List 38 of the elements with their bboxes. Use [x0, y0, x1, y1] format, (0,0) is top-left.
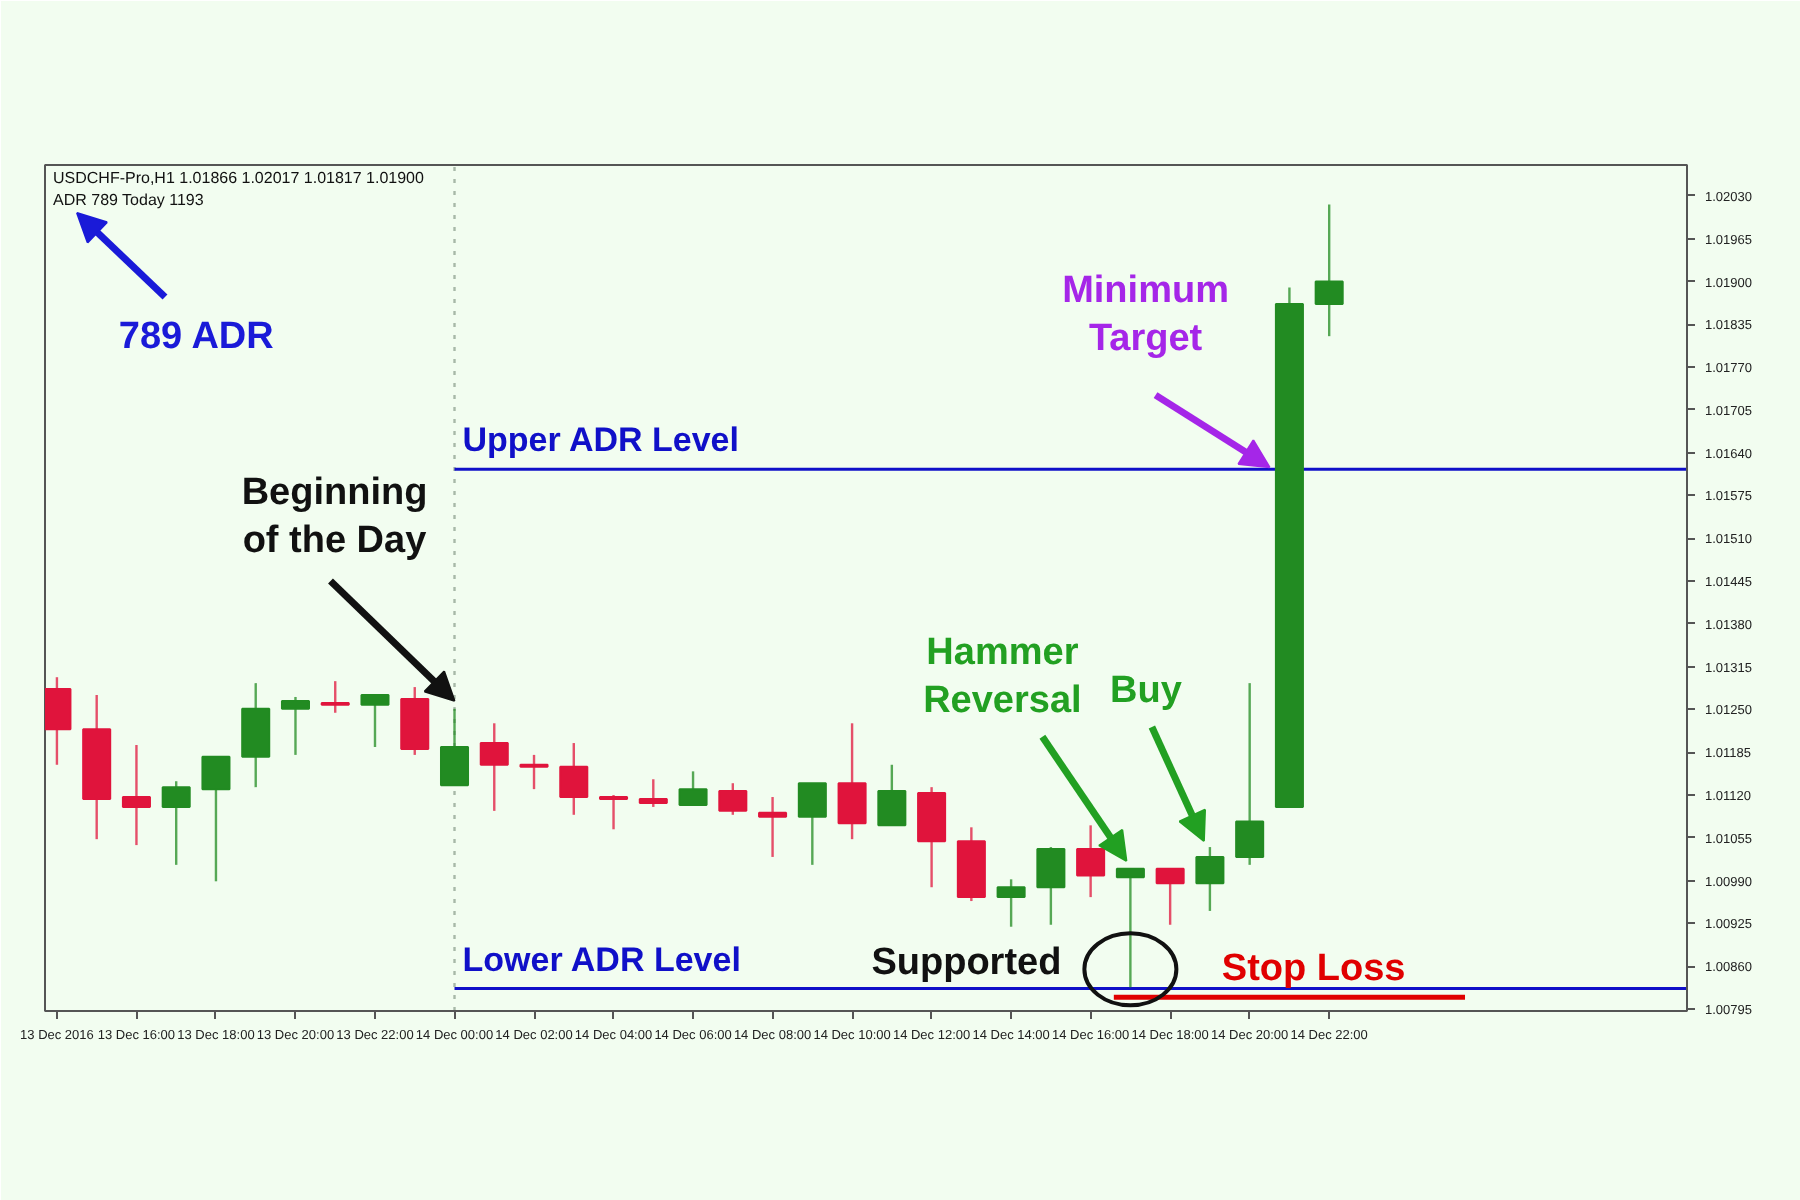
candlestick: [320, 679, 350, 714]
annotation: Buy: [1110, 670, 1183, 713]
candlestick: [1314, 203, 1344, 338]
candlestick: [1155, 867, 1185, 926]
candlestick: [1076, 824, 1106, 899]
candlestick: [121, 743, 151, 847]
ref-line-label: Upper ADR Level: [462, 421, 739, 460]
candlestick: [996, 878, 1026, 928]
candlestick: [599, 793, 629, 831]
candlestick: [1036, 845, 1066, 926]
candlestick: [161, 780, 191, 867]
candlestick: [678, 770, 708, 807]
candlestick: [519, 753, 549, 791]
candlestick: [1235, 681, 1265, 867]
candlestick: [797, 782, 827, 867]
annotation: 789 ADR: [118, 316, 275, 358]
ref-line-label: Lower ADR Level: [462, 940, 741, 979]
candlestick: [837, 722, 867, 841]
annotation: Beginning of the Day: [241, 471, 428, 563]
candlestick: [559, 741, 589, 817]
text: ADR 789 Today 1193: [53, 191, 205, 209]
candlestick: [1195, 845, 1225, 913]
candlestick: [758, 795, 788, 859]
annotation: Supported: [871, 942, 1062, 985]
candlestick: [280, 695, 310, 757]
candlestick: [201, 755, 231, 883]
candlestick: [877, 763, 907, 827]
chart-title: USDCHF-Pro,H1 1.01866 1.02017 1.01817 1.01900: [53, 169, 426, 187]
candlestick: [439, 707, 470, 787]
candlestick: [45, 676, 72, 766]
candlestick: [1115, 867, 1145, 989]
annotation: Minimum Target: [1062, 270, 1229, 361]
candlestick: [638, 778, 668, 809]
candlestick: [479, 722, 509, 813]
annotation: Stop Loss: [1221, 948, 1406, 991]
candlestick: [718, 782, 748, 817]
annotation: Hammer Reversal: [923, 631, 1082, 722]
candlestick: [360, 693, 390, 749]
